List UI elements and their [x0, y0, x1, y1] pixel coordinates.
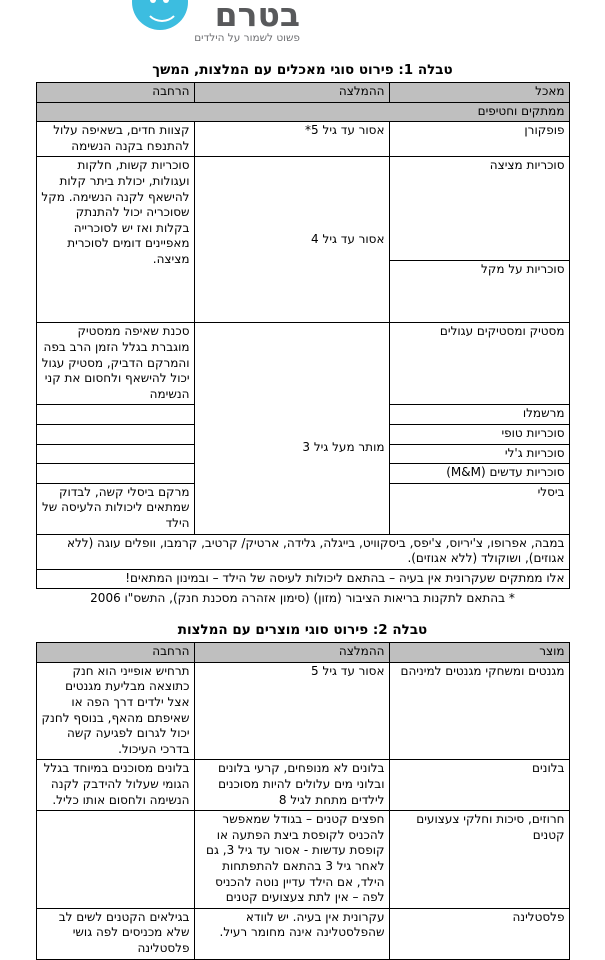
cell-elaboration: תרחיש אופייני הוא חנק כתוצאה מבליעת מגנט…	[35, 661, 195, 761]
brand-wordmark: בטרם	[214, 0, 300, 34]
table-foods: מאכל ההמלצה הרחבה ממתקים וחטיפים פופקורן…	[35, 82, 570, 590]
header-elaboration: הרחבה	[35, 642, 195, 663]
cell-elaboration: קצוות חדים, בשאיפה עלול להתנפח בקנה הנשי…	[35, 121, 195, 158]
table1-footnote: * בהתאם לתקנות בריאות הציבור (מזון) (סימ…	[90, 591, 515, 606]
table-row: פלסטלינה עקרונית אין בעיה. יש לוודא שהפל…	[35, 907, 570, 960]
cell-recommendation-merged: מותר מעל גיל 3	[193, 322, 390, 535]
section-label-sweets: ממתקים וחטיפים	[35, 101, 570, 123]
cell-elaboration	[35, 463, 195, 484]
cell-elaboration: סכנת שאיפה ממסטיק מוגברת בגלל הזמן הרב ב…	[35, 322, 195, 406]
cell-recommendation: אסור עד גיל 5*	[193, 121, 390, 158]
table1-caption: טבלה 1: פירוט סוגי מאכלים עם המלצות, המש…	[152, 62, 453, 78]
table-row: ביסלי מרקם ביסלי קשה, לבדוק שמתאים ליכול…	[35, 482, 570, 535]
table1-wide-note-row-1: במבה, אפרופו, צ'יריוס, צ'יפס, ביסקוויט, …	[35, 533, 570, 570]
table-row: חרוזים, סיכות וחלקי צעצועים קטנים חפצים …	[35, 810, 570, 909]
table-row: פופקורן אסור עד גיל 5* קצוות חדים, בשאיפ…	[35, 121, 570, 158]
cell-elaboration	[35, 404, 195, 425]
table-row: מסטיק ומסטיקים עגולים מותר מעל גיל 3 סכנ…	[35, 322, 570, 535]
header-recommendation: ההמלצה	[193, 82, 390, 103]
brand-logo: בטרם פשוט לשמור על הילדים	[132, 0, 300, 45]
table-products: מוצר ההמלצה הרחבה מגנטים ומשחקי מגנטים ל…	[35, 642, 570, 960]
cell-product: פלסטלינה	[388, 907, 570, 960]
header-product: מוצר	[388, 642, 570, 663]
cell-product: חרוזים, סיכות וחלקי צעצועים קטנים	[388, 810, 570, 909]
cell-food: סוכריות ג'לי	[388, 443, 570, 465]
cell-elaboration: בלונים מסוכנים במיוחד בגלל הגומי שעלול ל…	[35, 759, 195, 812]
smile-shape	[144, 0, 181, 22]
brand-text: בטרם פשוט לשמור על הילדים	[194, 0, 300, 45]
table2-header-row: מוצר ההמלצה הרחבה	[35, 642, 570, 663]
table-row: בלונים בלונים לא מנופחים, קרעי בלונים וב…	[35, 759, 570, 812]
cell-product: בלונים	[388, 759, 570, 812]
header-recommendation: ההמלצה	[193, 642, 390, 663]
cell-elaboration	[35, 443, 195, 465]
table1-header-row: מאכל ההמלצה הרחבה	[35, 82, 570, 103]
masthead: בטרם פשוט לשמור על הילדים	[0, 0, 605, 50]
table1-wide-note-row-2: אלו ממתקים שעקרונית אין בעיה – בהתאם ליכ…	[35, 568, 570, 590]
header-food: מאכל	[388, 82, 570, 103]
cell-product: מגנטים ומשחקי מגנטים למיניהם	[388, 661, 570, 761]
table-row: מגנטים ומשחקי מגנטים למיניהם אסור עד גיל…	[35, 661, 570, 761]
header-elaboration: הרחבה	[35, 82, 195, 103]
cell-food: סוכריות עדשים (M&M)	[388, 463, 570, 484]
table2-caption: טבלה 2: פירוט סוגי מוצרים עם המלצות	[177, 622, 428, 639]
table-row: מרשמלו	[35, 404, 570, 425]
cell-recommendation: עקרונית אין בעיה. יש לוודא שהפלסטלינה אי…	[193, 907, 390, 960]
wide-note-line2: אלו ממתקים שעקרונית אין בעיה – בהתאם ליכ…	[35, 568, 570, 590]
cell-elaboration: סוכריות קשות, חלקות ועגולות, יכולת ביתר …	[35, 156, 195, 324]
brand-tagline: פשוט לשמור על הילדים	[194, 32, 300, 44]
table-row: סוכריות טופי	[35, 423, 570, 445]
cell-recommendation: חפצים קטנים – בגודל שמאפשר להכניס לקופסת…	[193, 810, 390, 909]
cell-food: ביסלי	[388, 482, 570, 535]
smiley-face-icon	[132, 0, 189, 30]
cell-food: מרשמלו	[388, 404, 570, 425]
cell-elaboration	[35, 810, 195, 909]
cell-recommendation: בלונים לא מנופחים, קרעי בלונים ובלוני מי…	[193, 759, 390, 812]
cell-food: מסטיק ומסטיקים עגולים	[388, 322, 570, 406]
cell-food: סוכריות על מקל	[388, 260, 570, 324]
cell-recommendation: אסור עד גיל 4	[193, 156, 390, 324]
table-row: סוכריות מציצה אסור עד גיל 4 סוכריות קשות…	[35, 156, 570, 324]
table1-section-row: ממתקים וחטיפים	[35, 101, 570, 123]
cell-elaboration	[35, 423, 195, 445]
cell-recommendation: אסור עד גיל 5	[193, 661, 390, 761]
cell-recommendation-text: מותר מעל גיל 3	[302, 440, 385, 455]
cell-food: סוכריות טופי	[388, 423, 570, 445]
cell-food: סוכריות מציצה	[388, 156, 570, 262]
wide-note-line1: במבה, אפרופו, צ'יריוס, צ'יפס, ביסקוויט, …	[35, 533, 570, 570]
cell-elaboration: מרקם ביסלי קשה, לבדוק שמתאים ליכולות הלע…	[35, 482, 195, 535]
table-row: סוכריות על מקל	[36, 260, 570, 324]
cell-food: פופקורן	[388, 121, 570, 158]
cell-elaboration: בגילאים הקטנים לשים לב שלא מכניסים לפה ג…	[35, 907, 195, 960]
